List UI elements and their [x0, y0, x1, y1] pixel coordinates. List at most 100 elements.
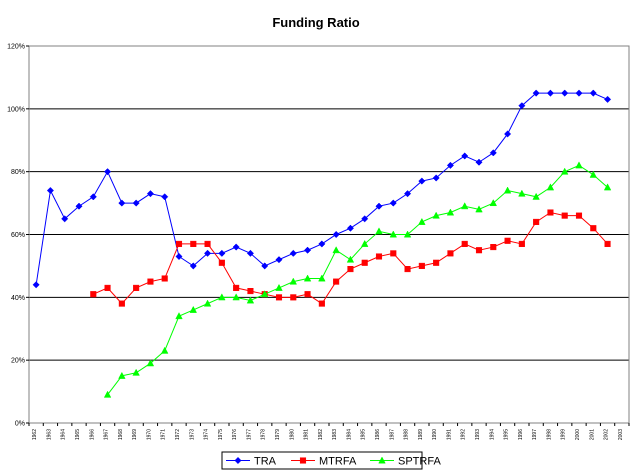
data-point-sptrfa [446, 208, 455, 216]
x-axis-ticks: 1962 1963 1964 1965 1966 1967 1968 1969 1970 1971… [28, 423, 630, 440]
data-point-tra [561, 89, 569, 97]
x-tick-label: 2002 [604, 429, 610, 440]
x-tick-label: 1986 [375, 429, 381, 440]
y-tick-label: 120% [7, 44, 25, 51]
data-point-mtrfa [347, 266, 354, 273]
x-tick-label: 1976 [232, 429, 238, 440]
x-tick-label: 1997 [532, 429, 538, 440]
x-tick-label: 1981 [304, 429, 310, 440]
data-point-mtrfa [490, 244, 497, 251]
x-tick-label: 1967 [104, 429, 110, 440]
data-point-tra [518, 102, 526, 110]
x-tick-label: 1964 [61, 429, 67, 440]
data-point-tra [589, 89, 597, 97]
data-point-mtrfa [233, 284, 240, 291]
data-point-sptrfa [560, 167, 569, 175]
data-point-sptrfa [518, 189, 526, 197]
data-point-tra [289, 249, 297, 257]
data-point-tra [332, 230, 340, 239]
data-point-tra [575, 89, 583, 97]
data-point-mtrfa [375, 253, 383, 260]
legend: TRA MTRFA SPTRFA [221, 451, 441, 470]
data-point-tra [304, 246, 312, 254]
data-point-sptrfa [132, 368, 140, 376]
y-tick-label: 80% [11, 169, 25, 176]
data-point-tra [46, 186, 54, 195]
data-point-mtrfa [461, 240, 468, 247]
data-point-sptrfa [103, 390, 112, 398]
data-point-tra [346, 224, 354, 232]
data-point-sptrfa [332, 246, 340, 254]
grid-lines [29, 108, 629, 361]
data-point-mtrfa [90, 291, 97, 298]
data-point-mtrfa [590, 225, 597, 232]
x-tick-label: 1962 [32, 429, 38, 440]
legend-item-tra: TRA [226, 456, 277, 468]
data-point-mtrfa [547, 209, 554, 216]
data-point-sptrfa [260, 290, 269, 298]
data-point-tra [404, 190, 412, 198]
x-tick-label: 1972 [175, 429, 181, 440]
data-point-tra [61, 215, 69, 223]
data-point-sptrfa [118, 371, 126, 379]
data-point-mtrfa [475, 247, 483, 254]
data-point-sptrfa [232, 293, 240, 301]
data-point-tra [261, 262, 269, 270]
data-point-mtrfa [404, 266, 411, 273]
x-tick-label: 1969 [132, 429, 138, 440]
x-tick-label: 1965 [75, 429, 81, 440]
data-point-sptrfa [218, 293, 226, 301]
x-tick-label: 2001 [589, 429, 595, 440]
y-tick-label: 100% [7, 106, 25, 113]
data-point-tra [389, 199, 397, 207]
data-point-tra [132, 199, 140, 207]
x-tick-label: 1989 [418, 429, 424, 440]
data-point-sptrfa [203, 299, 212, 307]
data-point-tra [318, 240, 326, 248]
data-point-sptrfa [246, 296, 255, 304]
data-point-mtrfa [247, 288, 254, 295]
data-point-mtrfa [147, 278, 154, 285]
y-tick-label: 20% [11, 358, 25, 365]
data-point-mtrfa [604, 240, 611, 247]
x-tick-label: 1994 [489, 429, 495, 440]
data-point-sptrfa [346, 255, 355, 263]
x-tick-label: 1999 [561, 429, 567, 440]
x-tick-label: 1970 [146, 429, 152, 440]
series-lines [32, 89, 612, 398]
data-point-mtrfa [190, 240, 197, 247]
data-point-mtrfa [533, 218, 540, 225]
x-tick-label: 1991 [446, 429, 452, 440]
data-point-sptrfa [460, 202, 469, 210]
legend-box [221, 451, 423, 470]
y-tick-label: 40% [11, 295, 25, 302]
data-point-tra [461, 152, 469, 160]
data-point-mtrfa [204, 240, 211, 247]
data-point-mtrfa [390, 250, 397, 257]
x-tick-label: 1992 [461, 429, 467, 440]
x-tick-label: 1980 [289, 429, 295, 440]
data-point-tra [375, 202, 383, 210]
x-tick-label: 1996 [518, 429, 524, 440]
data-point-tra [489, 149, 497, 157]
series-sptrfa [103, 161, 612, 398]
data-point-mtrfa [104, 284, 111, 291]
y-tick-label: 60% [11, 232, 25, 239]
data-point-tra [475, 158, 483, 166]
series-mtrfa [90, 209, 611, 307]
data-point-sptrfa [289, 277, 298, 285]
series-line-tra [35, 92, 608, 285]
x-tick-label: 1971 [161, 429, 167, 440]
data-point-sptrfa [146, 359, 155, 367]
series-tra [32, 89, 612, 289]
data-point-sptrfa [489, 199, 498, 207]
data-point-sptrfa [432, 211, 440, 219]
data-point-tra [504, 130, 512, 138]
data-point-tra [532, 89, 540, 97]
data-point-mtrfa [161, 275, 168, 282]
data-point-tra [232, 243, 240, 251]
data-point-mtrfa [175, 240, 183, 247]
data-point-mtrfa [304, 291, 311, 298]
x-tick-label: 1975 [218, 429, 224, 440]
